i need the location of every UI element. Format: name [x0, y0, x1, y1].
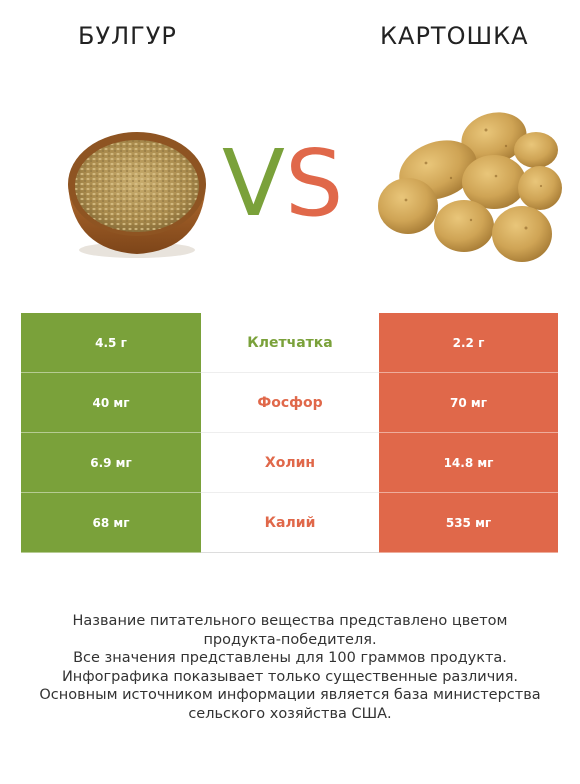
nutrient-label: Фосфор [201, 373, 379, 433]
right-value: 70 мг [379, 373, 558, 433]
bulgur-bowl-image [68, 132, 206, 258]
table-row: 40 мг Фосфор 70 мг [21, 373, 558, 433]
left-value: 6.9 мг [21, 433, 201, 493]
nutrient-label: Холин [201, 433, 379, 493]
table-row: 68 мг Калий 535 мг [21, 493, 558, 553]
footnote: Название питательного вещества представл… [20, 612, 560, 723]
table-row: 6.9 мг Холин 14.8 мг [21, 433, 558, 493]
right-value: 14.8 мг [379, 433, 558, 493]
right-value: 535 мг [379, 493, 558, 553]
footnote-line: продукта-победителя. [203, 631, 377, 648]
footnote-line: Все значения представлены для 100 граммо… [73, 650, 507, 666]
left-value: 68 мг [21, 493, 201, 553]
footnote-line: Основным источником информации является … [39, 687, 541, 703]
left-value: 4.5 г [21, 313, 201, 373]
nutrient-label: Калий [201, 493, 379, 553]
footnote-line: Инфографика показывает только существенн… [61, 668, 519, 685]
versus-v: V [222, 130, 285, 237]
versus-label: VS [222, 138, 343, 230]
footnote-line: Название питательного вещества представл… [72, 613, 508, 629]
table-row: 4.5 г Клетчатка 2.2 г [21, 313, 558, 373]
versus-s: S [284, 130, 344, 237]
right-product-title: КАРТОШКА [380, 22, 529, 50]
nutrient-label: Клетчатка [201, 313, 379, 373]
potatoes-image [378, 112, 562, 262]
left-value: 40 мг [21, 373, 201, 433]
left-product-title: БУЛГУР [78, 22, 177, 50]
right-value: 2.2 г [379, 313, 558, 373]
comparison-table: 4.5 г Клетчатка 2.2 г 40 мг Фосфор 70 мг… [21, 313, 558, 553]
footnote-line: сельского хозяйства США. [188, 705, 392, 722]
